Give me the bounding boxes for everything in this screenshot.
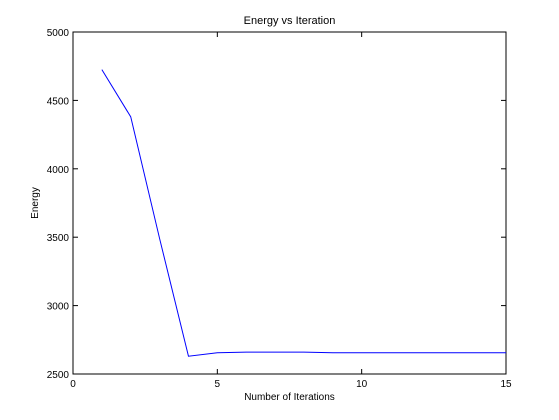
axis-ticks: 0 5 10 15 2500 3000 3500 4000 4500 5000 xyxy=(47,28,512,390)
y-tick-label: 4500 xyxy=(47,96,70,107)
y-tick-label: 2500 xyxy=(47,370,70,381)
x-tick-label: 10 xyxy=(356,379,368,390)
x-tick-label: 5 xyxy=(215,379,221,390)
chart-title: Energy vs Iteration xyxy=(244,15,336,27)
plot-area xyxy=(72,31,507,375)
energy-series-line xyxy=(101,69,506,357)
series-layer xyxy=(101,69,506,357)
y-axis-label: Energy xyxy=(30,187,41,219)
y-tick-label: 4000 xyxy=(47,165,70,176)
y-tick-label: 3500 xyxy=(47,233,70,244)
y-tick-label: 3000 xyxy=(47,302,70,313)
x-tick-label: 15 xyxy=(500,379,512,390)
x-axis-label: Number of Iterations xyxy=(244,392,335,403)
x-tick-label: 0 xyxy=(70,379,76,390)
y-tick-label: 5000 xyxy=(47,28,70,39)
